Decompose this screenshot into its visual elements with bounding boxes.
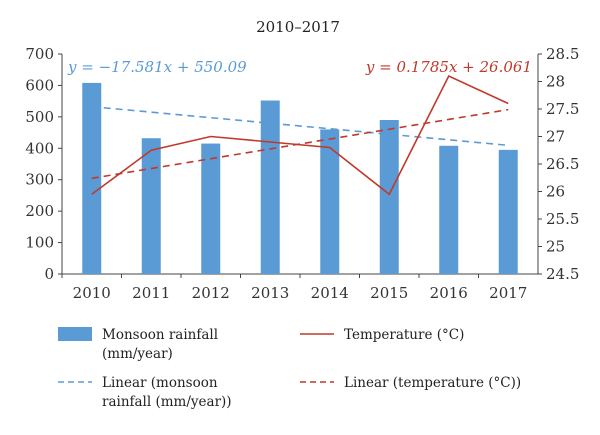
legend-item: Linear (temperature (°C)) <box>300 375 521 391</box>
right-tick-label: 25.5 <box>546 210 579 228</box>
legend-item: Temperature (°C) <box>300 327 464 343</box>
right-tick-label: 25 <box>546 238 565 256</box>
right-tick-label: 27 <box>546 128 565 146</box>
right-tick-label: 26.5 <box>546 155 579 173</box>
left-tick-label: 300 <box>25 171 54 189</box>
rainfall-bar <box>379 120 399 274</box>
legend-item: Monsoon rainfall (mm/year) <box>58 327 218 362</box>
rainfall-bar <box>260 100 280 274</box>
x-tick-label: 2017 <box>489 284 527 302</box>
x-tick-label: 2010 <box>73 284 111 302</box>
x-tick-label: 2011 <box>132 284 170 302</box>
x-tick-label: 2013 <box>251 284 289 302</box>
right-tick-label: 28.5 <box>546 45 579 63</box>
rainfall-bar <box>82 82 102 275</box>
left-tick-label: 600 <box>25 76 54 94</box>
legend-label: Linear (monsoon <box>102 375 218 391</box>
rainfall-bar <box>141 138 161 274</box>
rainfall-trendline <box>91 105 509 147</box>
left-tick-label: 400 <box>25 139 54 157</box>
right-tick-label: 27.5 <box>546 100 579 118</box>
legend-label: Linear (temperature (°C)) <box>344 375 521 391</box>
temperature-line <box>91 74 509 196</box>
left-tick-label: 200 <box>25 202 54 220</box>
legend: Monsoon rainfall (mm/year) Temperature (°C… <box>58 327 521 410</box>
chart-title: 2010–2017 <box>256 18 340 36</box>
legend-swatch-bar <box>58 327 92 341</box>
legend-item: Linear (monsoon rainfall (mm/year)) <box>58 375 232 410</box>
x-tick-label: 2015 <box>370 284 408 302</box>
left-tick-label: 500 <box>25 108 54 126</box>
legend-label: Temperature (°C) <box>344 327 464 343</box>
right-tick-label: 28 <box>546 73 565 91</box>
rainfall-bar <box>320 129 340 274</box>
legend-label: rainfall (mm/year)) <box>102 394 232 410</box>
x-tick-label: 2016 <box>430 284 468 302</box>
left-tick-label: 700 <box>25 45 54 63</box>
right-tick-label: 26 <box>546 183 565 201</box>
legend-label: Monsoon rainfall <box>102 327 218 343</box>
x-tick-label: 2012 <box>192 284 230 302</box>
rainfall-trend-equation: y = −17.581x + 550.09 <box>67 58 247 76</box>
temperature-trend-equation: y = 0.1785x + 26.061 <box>365 58 532 76</box>
legend-label: (mm/year) <box>102 346 173 362</box>
left-tick-label: 0 <box>44 265 54 283</box>
right-tick-label: 24.5 <box>546 265 579 283</box>
left-tick-label: 100 <box>25 234 54 252</box>
x-tick-label: 2014 <box>311 284 349 302</box>
rainfall-bar <box>201 143 221 274</box>
temperature-trendline <box>91 108 509 180</box>
rainfall-bar <box>439 145 459 274</box>
plot-area: 0 100 200 300 400 500 600 700 24.5 25 25.5 26 26.5 27… <box>25 45 579 302</box>
rainfall-bar <box>498 149 518 274</box>
